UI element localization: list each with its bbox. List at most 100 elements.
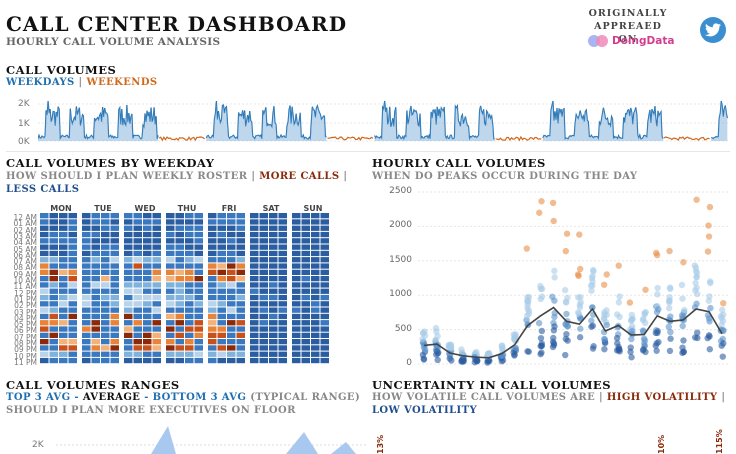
- heatmap-cell: [185, 345, 194, 351]
- heatmap-cell: [143, 250, 152, 257]
- hourly-point: [550, 217, 557, 225]
- heatmap-cell: [68, 288, 77, 294]
- hourly-point: [486, 357, 493, 365]
- heatmap-cell: [82, 345, 91, 351]
- heatmap-cell: [292, 219, 301, 225]
- heatmap-cell: [217, 345, 226, 351]
- heatmap-cell: [292, 345, 301, 351]
- heatmap-cell: [110, 238, 119, 244]
- heatmap-cell: [320, 307, 329, 313]
- heatmap-cell: [68, 307, 77, 313]
- hourly-point: [536, 209, 543, 216]
- hour-label: 12 PM: [14, 288, 37, 298]
- heatmap-cell: [236, 313, 245, 320]
- heatmap-cell: [301, 326, 310, 332]
- heatmap-cell: [311, 238, 320, 244]
- heatmap-cell: [49, 225, 58, 231]
- hourly-point: [718, 321, 725, 329]
- hourly-point: [666, 347, 674, 355]
- hourly-point: [523, 245, 531, 252]
- heatmap-cell: [269, 339, 278, 345]
- heatmap-cell: [175, 219, 184, 225]
- ranges-subtitle: SHOULD I PLAN MORE EXECUTIVES ON FLOOR: [6, 405, 296, 416]
- hourly-point: [627, 348, 634, 356]
- heatmap-cell: [175, 326, 184, 332]
- legend-top3: TOP 3 AVG -: [6, 392, 79, 403]
- hourly-point: [679, 344, 686, 351]
- heatmap-cell: [278, 250, 287, 257]
- brand-name[interactable]: DoingData: [612, 35, 675, 47]
- heatmap-cell: [194, 345, 203, 351]
- heatmap-cell: [82, 301, 91, 307]
- heatmap-cell: [49, 288, 58, 294]
- heatmap-cell: [236, 219, 245, 225]
- heatmap-cell: [208, 238, 217, 244]
- heatmap-cell: [227, 339, 236, 345]
- heatmap-cell: [175, 276, 184, 282]
- heatmap-cell: [49, 282, 58, 288]
- heatmap-cell: [259, 263, 268, 269]
- heatmap-cell: [320, 345, 329, 351]
- heatmap-cell: [101, 213, 110, 219]
- heatmap-cell: [124, 351, 133, 357]
- twitter-icon[interactable]: [700, 17, 726, 43]
- heatmap-cell: [101, 313, 110, 320]
- hourly-point: [615, 262, 622, 269]
- heatmap-cell: [278, 320, 287, 326]
- hour-label: 03 PM: [14, 307, 37, 317]
- hourly-point: [576, 334, 584, 341]
- heatmap-cell: [227, 276, 236, 282]
- heatmap-cell: [59, 250, 68, 257]
- heatmap-cell: [208, 326, 217, 332]
- hourly-point: [589, 266, 597, 274]
- heatmap-cell: [227, 332, 236, 338]
- heatmap-cell: [133, 288, 142, 294]
- hour-label: 04 PM: [14, 313, 37, 323]
- heatmap-cell: [292, 231, 301, 238]
- heatmap-cell: [292, 307, 301, 313]
- heatmap-cell: [311, 250, 320, 257]
- heatmap-cell: [143, 326, 152, 332]
- heatmap-cell: [110, 320, 119, 326]
- heatmap-cell: [292, 282, 301, 288]
- uncertainty-sub-sep: |: [717, 392, 726, 403]
- heatmap-cell: [278, 257, 287, 263]
- hourly-point: [473, 357, 481, 364]
- heatmap-cell: [175, 231, 184, 238]
- heatmap-cell: [259, 213, 268, 219]
- heatmap-cell: [59, 282, 68, 288]
- heatmap-cell: [133, 263, 142, 269]
- heatmap-cell: [110, 339, 119, 345]
- heatmap-cell: [68, 282, 77, 288]
- heatmap-cell: [91, 332, 100, 338]
- heatmap-cell: [320, 326, 329, 332]
- heatmap-cell: [278, 339, 287, 345]
- heatmap-cell: [269, 351, 278, 357]
- hourly-point: [601, 309, 608, 316]
- hourly-point: [653, 347, 660, 354]
- hourly-point: [720, 340, 727, 347]
- heatmap-cell: [227, 219, 236, 225]
- heatmap-cell: [320, 257, 329, 263]
- heatmap-cell: [292, 326, 301, 332]
- heatmap-cell: [68, 294, 77, 301]
- heatmap-cell: [143, 219, 152, 225]
- hourly-point: [614, 340, 621, 347]
- heatmap-cell: [143, 294, 152, 301]
- heatmap-cell: [208, 332, 217, 338]
- heatmap-cell: [101, 320, 110, 326]
- ranges-area-chart: [56, 426, 366, 454]
- heatmap-cell: [227, 301, 236, 307]
- credit-text: ORIGINALLY APPREAED ON: [562, 7, 694, 46]
- heatmap-cell: [91, 307, 100, 313]
- heatmap-cell: [292, 238, 301, 244]
- hourly-point: [535, 319, 543, 327]
- heatmap-cell: [269, 225, 278, 231]
- hourly-point: [600, 281, 608, 288]
- hourly-point: [652, 342, 659, 349]
- heatmap-cell: [250, 231, 259, 238]
- ranges-ytick-2k: 2K: [32, 440, 44, 450]
- heatmap-cell: [292, 225, 301, 231]
- hourly-point: [694, 290, 701, 298]
- heatmap-cell: [320, 357, 329, 364]
